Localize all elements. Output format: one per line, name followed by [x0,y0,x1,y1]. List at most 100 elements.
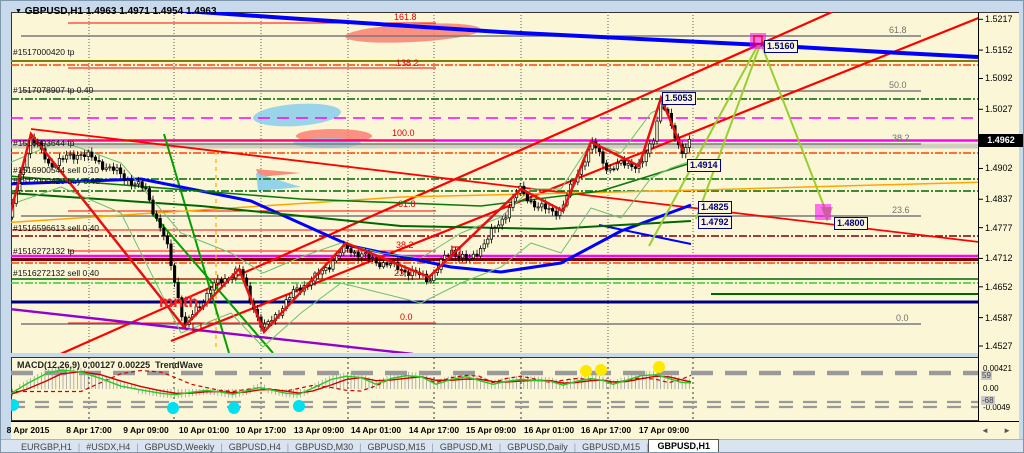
trendwave-red-line [11,371,692,395]
macd-axis-label: 0.00 [983,384,999,393]
fibonacci-level-label-gray: 38.2 [892,133,910,143]
tab-separator: | [431,442,434,452]
fibonacci-level-label-red: 161.8 [394,12,417,22]
order-line-label: #1516596613 sell 0.40 [13,223,100,233]
tab-separator: | [646,442,649,452]
price-axis-label: 1.4837 [985,194,1013,205]
selection-highlight-square [815,204,831,220]
trendwave-green-line [11,369,692,396]
time-axis-label: 14 Apr 01:00 [350,425,402,435]
price-axis-label: 1.4902 [985,163,1013,174]
chart-tab-eurgbp-h1[interactable]: EURGBP,H1 [21,442,72,452]
object-handle-square [451,246,461,256]
time-axis[interactable] [11,421,1019,439]
trendwave-sell-dot [653,361,665,373]
macd-value-1: 0.00127 [82,360,116,370]
candlestick-series [11,96,691,332]
price-axis-label: 1.5027 [985,104,1013,115]
time-axis-label: 8 Apr 17:00 [66,425,112,435]
order-line-label: #1517000420 buy 0.40 [13,176,100,186]
order-line-label: #1516272132 tp [13,246,75,256]
time-axis-label: 8 Apr 2015 [6,425,50,435]
horizontal-scroll-arrows[interactable]: ◄ ► [980,426,1017,435]
zigzag-line [11,94,685,335]
price-callout-box[interactable]: 1.5160 [764,40,798,53]
fibonacci-level-label-red: 61.8 [398,199,416,209]
price-axis[interactable] [978,12,1019,421]
time-axis-label: 10 Apr 17:00 [235,425,287,435]
price-callout-box[interactable]: 1.4792 [698,216,732,229]
chart-tab--usdx-h4[interactable]: #USDX,H4 [86,442,131,452]
trendwave-buy-dot [293,400,305,412]
trendwave-buy-dot [11,399,19,411]
price-axis-label: 1.5092 [985,73,1013,84]
chart-tab-bar: EURGBP,H1 | #USDX,H4 | GBPUSD,Weekly | GBPUSD,… [1,438,1023,452]
fibonacci-level-label-gray: 61.8 [889,25,907,35]
chart-tab-gbpusd-m15[interactable]: GBPUSD,M15 [367,442,426,452]
order-line-label: #1516893644 tp [13,138,75,148]
tab-separator: | [220,442,223,452]
price-axis-label: 1.4652 [985,281,1013,292]
order-line-label: #1516272132 sell 0.40 [13,268,100,278]
panel-separator[interactable] [11,353,1019,357]
trendwave-sell-dot [595,364,607,376]
trendline [598,224,692,245]
projection-arrow-line [695,44,761,220]
tab-separator: | [286,442,290,452]
chart-tab-gbpusd-h1[interactable]: GBPUSD,H1 [648,438,719,452]
moving-average-line [11,177,692,274]
tab-separator: | [136,442,139,452]
chart-symbol-period: GBPUSD,H1 [24,6,84,17]
chart-tab-gbpusd-m15[interactable]: GBPUSD,M15 [582,442,641,452]
symbol-dropdown-icon[interactable]: ▼ [15,8,22,15]
moving-average-line [11,162,692,207]
main-chart-area[interactable] [11,12,978,353]
current-price-box: 1.4962 [979,133,1023,147]
pattern-blob [253,103,341,127]
price-callout-box[interactable]: 1.4800 [834,217,868,230]
trendline [11,181,978,224]
price-axis-label: 1.4712 [985,253,1013,264]
time-axis-label: 17 Apr 09:00 [638,425,690,435]
chart-tab-gbpusd-m30[interactable]: GBPUSD,M30 [295,442,354,452]
price-axis-label: 1.4527 [985,341,1013,351]
ohlc-values: 1.4963 1.4971 1.4954 1.4963 [85,6,217,17]
mnth-text-annotation[interactable]: mnth [159,294,199,311]
pattern-blob [256,173,301,191]
fibonacci-level-label-red: 100.0 [392,128,415,138]
price-callout-box[interactable]: 1.5053 [662,92,696,105]
fibonacci-level-label-red: 0.0 [400,312,413,322]
trendwave-level-label: 59 [981,371,992,380]
tab-separator: | [498,442,502,452]
trendline [11,308,414,353]
chart-tab-gbpusd-weekly[interactable]: GBPUSD,Weekly [144,442,215,452]
price-axis-label: 1.5152 [985,45,1013,56]
moving-average-line [11,160,692,348]
price-callout-box[interactable]: 1.4825 [698,201,732,214]
time-axis-label: 15 Apr 09:00 [465,425,517,435]
time-axis-label: 13 Apr 09:00 [293,425,345,435]
tab-separator: | [77,442,81,452]
ohlc-info: ▼ GBPUSD,H1 1.4963 1.4971 1.4954 1.4963 [15,6,217,17]
chart-tab-gbpusd-m1[interactable]: GBPUSD,M1 [439,442,493,452]
fibonacci-level-label-red: 138.2 [396,58,419,68]
moving-average-line [11,96,692,274]
trendline [163,133,230,353]
trendwave-buy-dot [228,402,240,414]
price-callout-box[interactable]: 1.4914 [687,159,721,172]
chart-tab-gbpusd-h4[interactable]: GBPUSD,H4 [228,442,281,452]
time-axis-label: 16 Apr 01:00 [523,425,575,435]
trendwave-level-label: -68 [981,396,995,405]
price-axis-label: 1.4777 [985,222,1013,233]
trendline [60,12,833,353]
object-handle-square [753,35,763,45]
trendwave-sell-dot [580,365,592,377]
projection-arrow-line [761,45,828,215]
chart-tab-gbpusd-daily[interactable]: GBPUSD,Daily [507,442,568,452]
macd-legend: MACD(12,26,9) 0.00127 0.00225 TrendWave [17,360,203,370]
fibonacci-level-label-red: 38.2 [396,240,414,250]
tab-separator: | [573,442,577,452]
price-axis-label: 1.4587 [985,312,1013,323]
order-line-label: #1516900544 sell 0.10 [13,165,100,175]
